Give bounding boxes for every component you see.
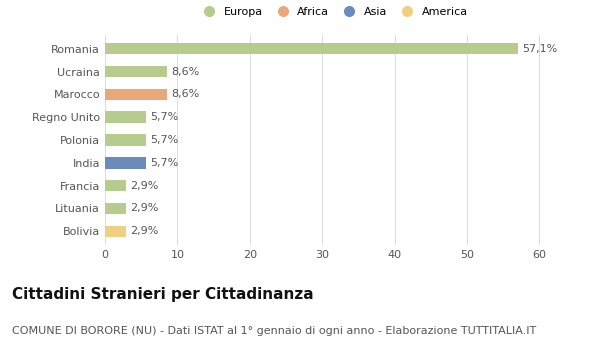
Text: 8,6%: 8,6% <box>172 89 200 99</box>
Bar <box>105 111 146 123</box>
Bar <box>105 180 126 191</box>
Bar <box>105 89 167 100</box>
Bar <box>105 43 518 54</box>
Text: Cittadini Stranieri per Cittadinanza: Cittadini Stranieri per Cittadinanza <box>12 287 314 302</box>
Text: 2,9%: 2,9% <box>130 203 159 214</box>
Text: 5,7%: 5,7% <box>151 112 179 122</box>
Text: 5,7%: 5,7% <box>151 158 179 168</box>
Bar <box>105 134 146 146</box>
Bar <box>105 203 126 214</box>
Bar <box>105 66 167 77</box>
Legend: Europa, Africa, Asia, America: Europa, Africa, Asia, America <box>196 5 470 19</box>
Text: 5,7%: 5,7% <box>151 135 179 145</box>
Text: 2,9%: 2,9% <box>130 226 159 236</box>
Text: 8,6%: 8,6% <box>172 66 200 77</box>
Text: 2,9%: 2,9% <box>130 181 159 191</box>
Bar <box>105 157 146 169</box>
Text: COMUNE DI BORORE (NU) - Dati ISTAT al 1° gennaio di ogni anno - Elaborazione TUT: COMUNE DI BORORE (NU) - Dati ISTAT al 1°… <box>12 326 536 336</box>
Text: 57,1%: 57,1% <box>523 44 558 54</box>
Bar <box>105 226 126 237</box>
